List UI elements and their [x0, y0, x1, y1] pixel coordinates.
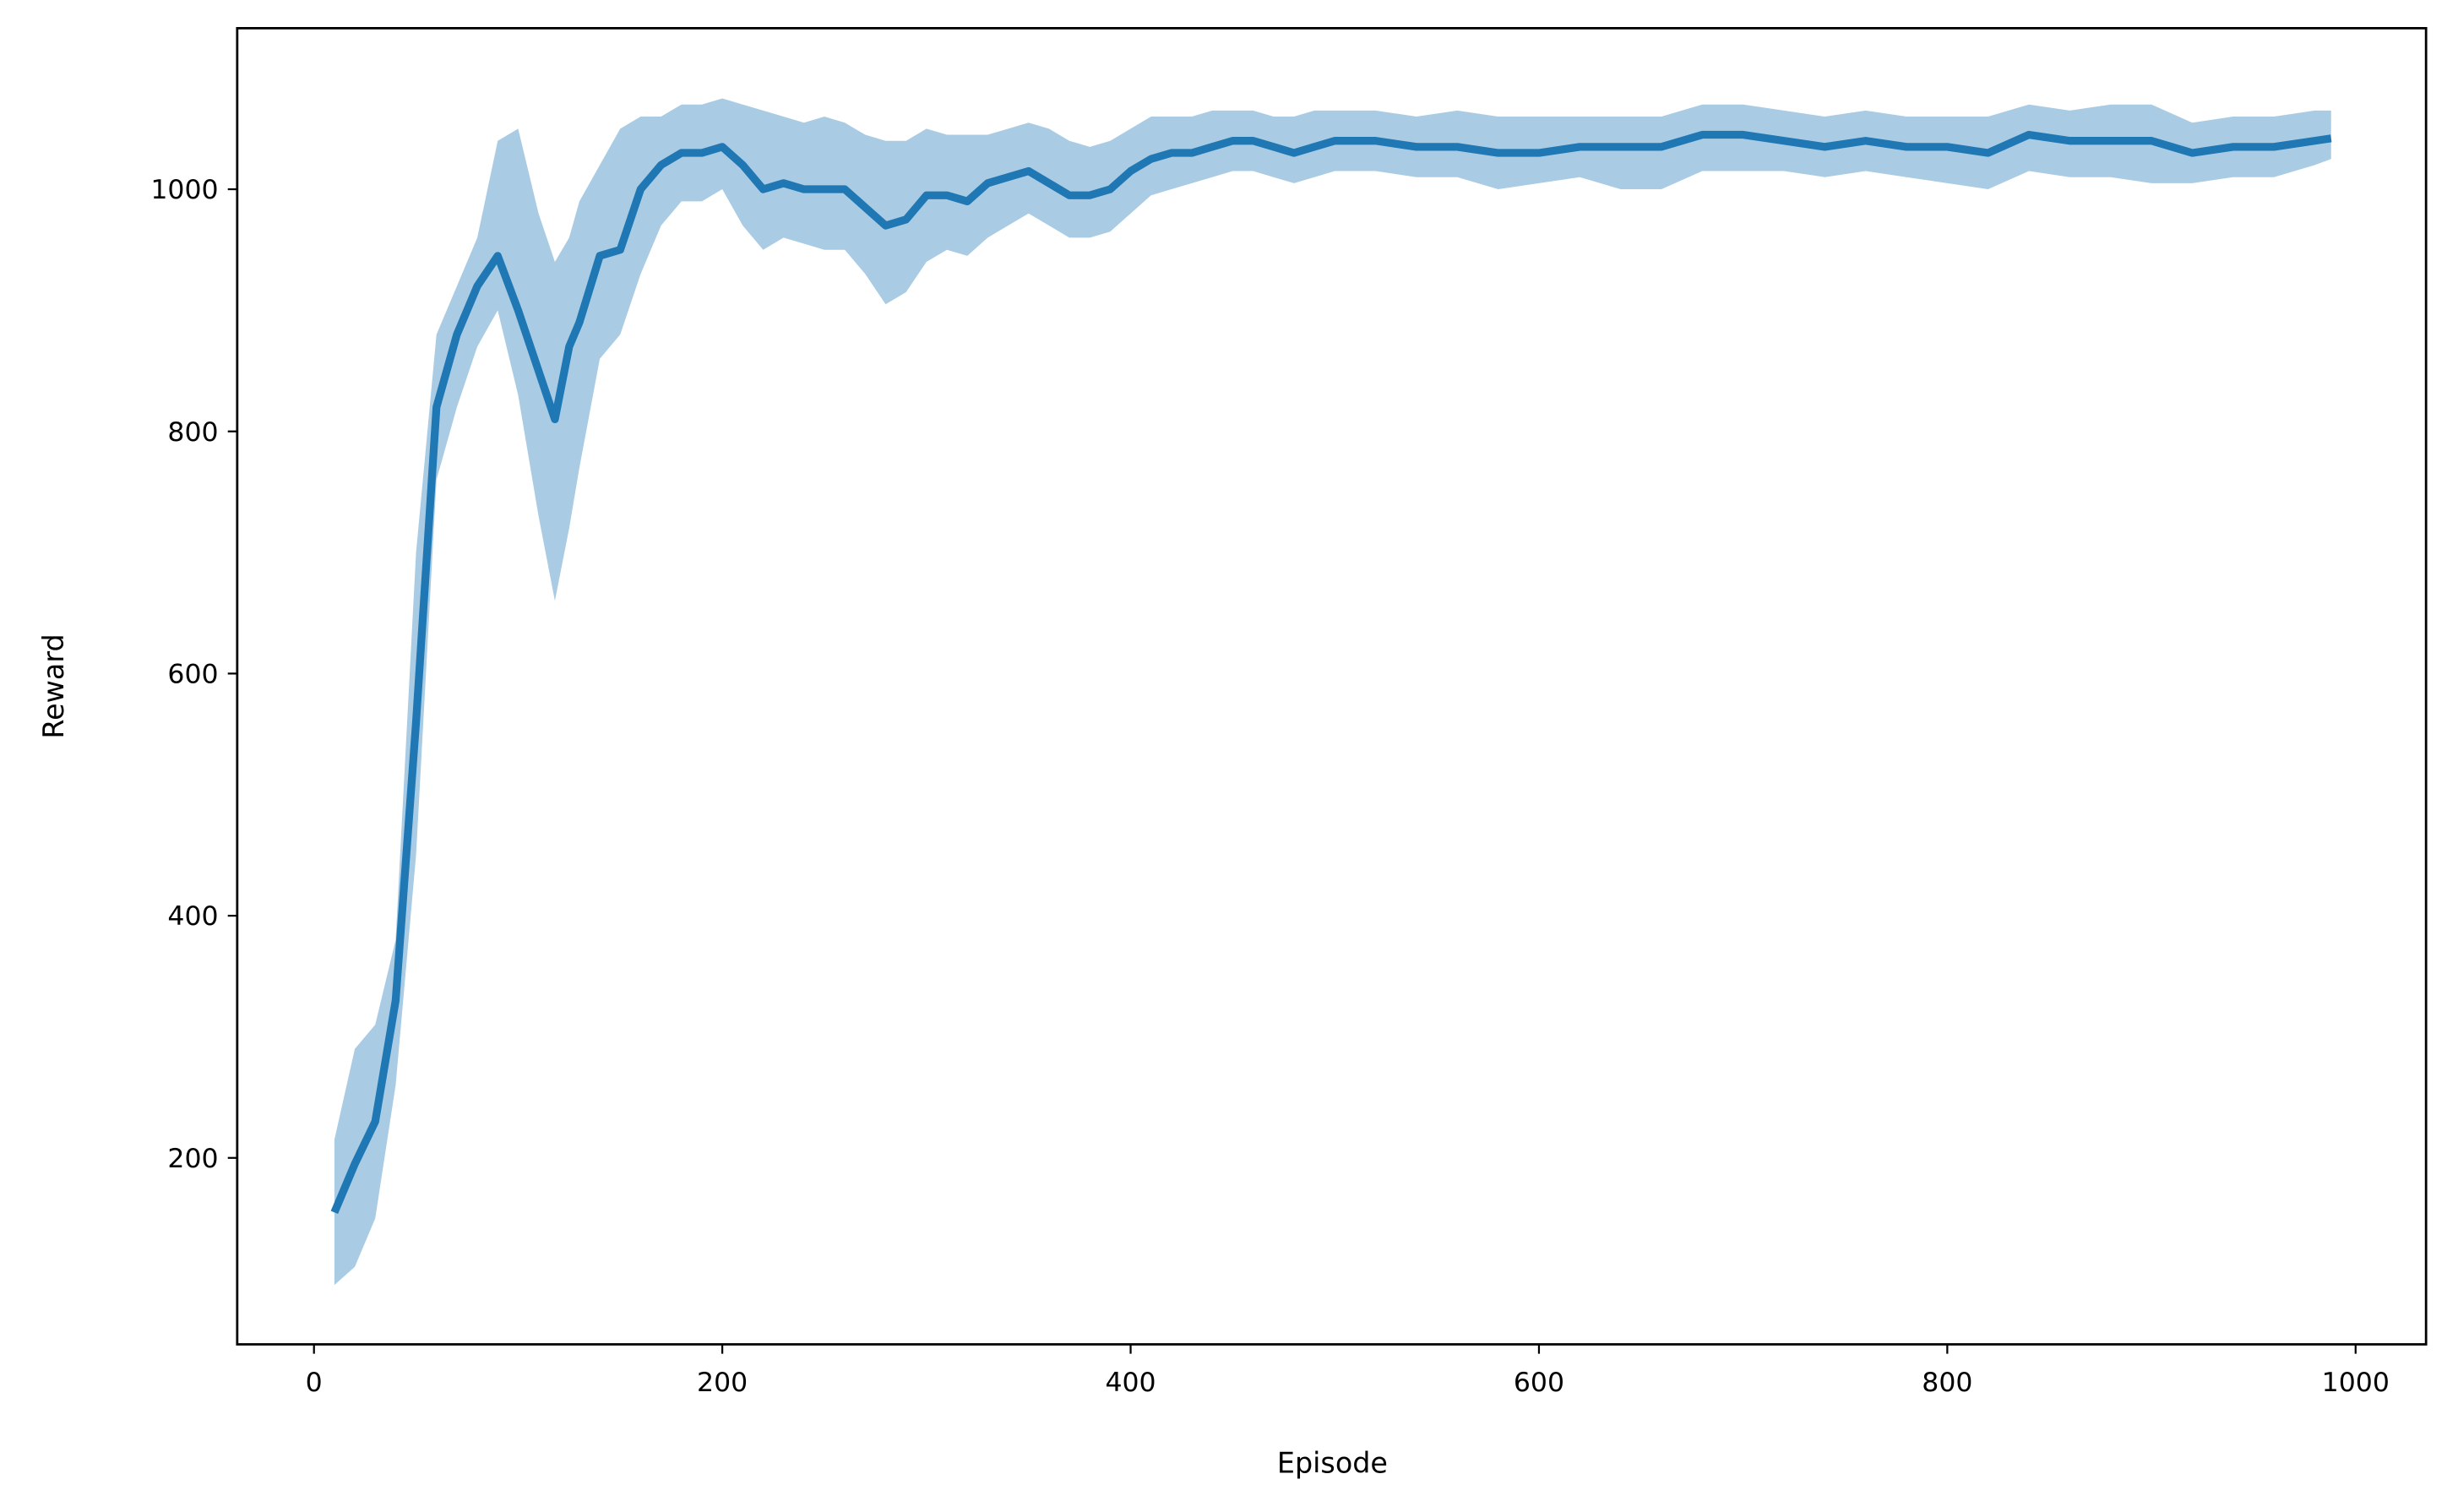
x-tick-label: 800 [1922, 1368, 1972, 1398]
y-tick-label: 800 [167, 417, 218, 448]
x-tick-label: 0 [306, 1368, 323, 1398]
y-tick-label: 1000 [150, 175, 218, 205]
y-tick-label: 400 [167, 901, 218, 932]
x-tick-label: 1000 [2322, 1368, 2390, 1398]
x-tick-label: 600 [1514, 1368, 1564, 1398]
mean-line [330, 130, 2332, 1215]
x-axis-label: Episode [1277, 1447, 1388, 1480]
error-band [334, 98, 2331, 1286]
plot-frame [236, 26, 2428, 1346]
y-tick-label: 600 [167, 660, 218, 690]
y-tick-label: 200 [167, 1144, 218, 1174]
x-tick-label: 200 [697, 1368, 748, 1398]
y-axis-label: Reward [37, 634, 70, 738]
x-tick-label: 400 [1105, 1368, 1156, 1398]
